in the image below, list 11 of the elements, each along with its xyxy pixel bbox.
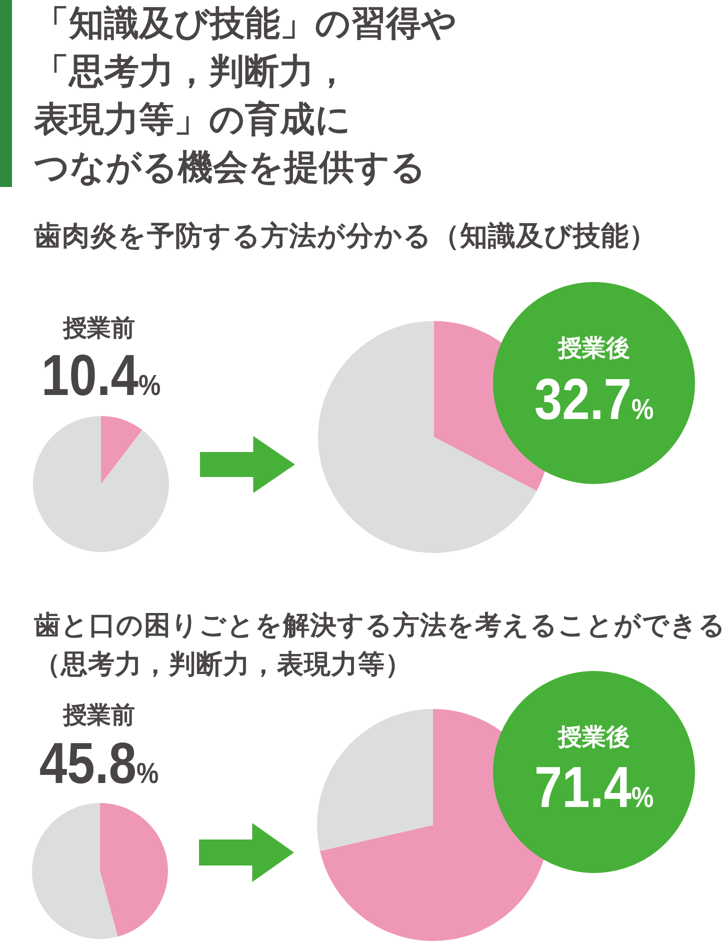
text: 歯と口の困りごとを解決する方法を考えることができる（思考力，判断力，表現力等） (34, 609, 725, 681)
chart-title: 授業前 (63, 315, 135, 342)
text: 「知識及び技能」の習得や「思考力，判断力，表現力等」の育成につながる機会を提供する (34, 3, 457, 189)
text: 授業後 (558, 724, 630, 751)
data-label: 32.7% (534, 366, 654, 432)
text: 歯肉炎を予防する方法が分かる（知識及び技能） (34, 219, 657, 253)
data-label: 71.4% (534, 754, 654, 820)
chart-title: 授業前 (63, 702, 135, 729)
data-label: 10.4% (41, 342, 161, 408)
data-label: 45.8% (39, 730, 159, 796)
text: 授業後 (558, 335, 630, 362)
